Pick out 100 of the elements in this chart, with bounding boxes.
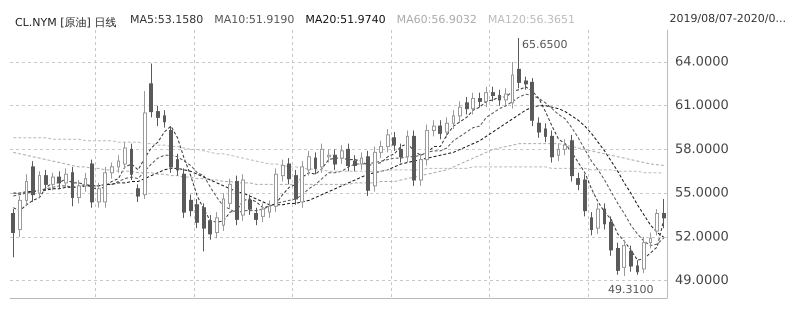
text: MA5:53.1580 — [130, 13, 204, 26]
candlestick — [294, 169, 298, 206]
candlestick — [517, 38, 521, 89]
candlestick — [432, 120, 436, 137]
candlestick — [649, 232, 652, 249]
candlestick — [222, 192, 225, 232]
candlestick — [504, 88, 508, 106]
candlestick — [71, 166, 74, 207]
candlestick — [498, 89, 501, 106]
candlestick — [425, 124, 429, 166]
candlestick — [90, 159, 94, 208]
candlestick — [590, 212, 593, 236]
candlestick — [248, 194, 252, 216]
candlestick — [360, 152, 363, 170]
candlestick — [314, 152, 317, 175]
candlestick — [11, 208, 15, 258]
candlestick — [576, 172, 580, 191]
line-series — [12, 143, 664, 185]
candlestick — [182, 168, 186, 218]
text: MA10:51.9190 — [214, 13, 294, 26]
candlestick — [662, 198, 666, 229]
candlestick — [616, 242, 620, 276]
candlestick — [130, 143, 133, 181]
candlestick — [44, 169, 48, 191]
candlestick — [189, 194, 193, 217]
y-tick-label: 52.0000 — [675, 229, 729, 244]
candlestick — [228, 178, 232, 210]
candlestick — [103, 166, 107, 208]
y-tick-label: 64.0000 — [675, 54, 729, 70]
candlestick — [261, 202, 265, 223]
candlestick — [636, 260, 639, 276]
candlestick — [25, 174, 28, 207]
candlestick — [149, 63, 153, 118]
y-tick-label: 58.0000 — [675, 142, 729, 157]
candlestick — [38, 170, 41, 198]
candlestick — [202, 202, 206, 252]
y-tick-label: 49.0000 — [675, 273, 729, 288]
candlestick — [537, 116, 541, 138]
candlestick — [570, 134, 574, 182]
candlestick — [268, 200, 271, 218]
candlestick — [346, 143, 350, 172]
candlestick — [215, 212, 219, 239]
candlestick — [412, 130, 416, 186]
candlestick — [110, 162, 114, 180]
candlestick — [471, 92, 475, 115]
candlestick — [629, 245, 633, 272]
candlestick — [136, 184, 140, 202]
candlestick — [235, 175, 239, 226]
candlestick — [281, 159, 285, 182]
candlestick — [274, 168, 278, 213]
candlestick — [622, 239, 626, 277]
y-tick-label: 61.0000 — [675, 98, 729, 114]
candlestick — [51, 172, 55, 191]
candlestick — [208, 214, 212, 240]
candlestick — [254, 207, 258, 226]
text: 2019/08/07-2020/0... — [669, 12, 786, 25]
candlestick — [31, 160, 35, 202]
candlestick — [143, 90, 147, 200]
candlestick — [97, 182, 101, 208]
chart-title: CL.NYM [原油] 日线 — [15, 16, 116, 29]
candlestick — [511, 62, 514, 110]
candlestick — [609, 216, 613, 256]
candlestick — [544, 122, 547, 143]
candlestick — [241, 174, 245, 222]
text: MA60:56.9032 — [396, 13, 477, 26]
candlestick — [169, 126, 173, 174]
candlestick — [300, 160, 304, 208]
candlestick — [484, 86, 488, 108]
annotation: 65.6500 — [522, 38, 568, 51]
candlestick — [366, 150, 370, 197]
text: MA120:56.3651 — [488, 13, 576, 26]
candlestick — [478, 92, 482, 108]
candlestick — [438, 120, 442, 140]
y-tick-label: 55.0000 — [675, 186, 729, 201]
candlestick — [379, 140, 383, 159]
candlestick — [176, 153, 179, 176]
candlestick — [84, 172, 87, 192]
candlestick — [419, 153, 423, 186]
candlestick — [491, 86, 495, 102]
candlestick — [445, 116, 449, 138]
candlestick — [452, 110, 455, 130]
candlestick — [195, 198, 199, 229]
candlestick — [18, 196, 22, 238]
candlestick — [458, 100, 462, 122]
candlestick — [550, 130, 554, 164]
candlestick — [524, 76, 528, 90]
text: MA20:51.9740 — [305, 13, 386, 26]
candlestick — [117, 154, 120, 174]
candlestick — [320, 143, 324, 174]
candlestick — [333, 148, 337, 170]
candlestick — [563, 138, 567, 156]
candlestick — [163, 110, 166, 128]
candlestick — [123, 142, 127, 169]
candlestick — [557, 143, 560, 162]
candlestick — [307, 150, 311, 176]
candlestick — [340, 144, 344, 164]
candlestick — [353, 154, 357, 172]
candlestick — [392, 131, 396, 152]
candlestick — [156, 105, 160, 127]
candlestick — [64, 168, 68, 188]
